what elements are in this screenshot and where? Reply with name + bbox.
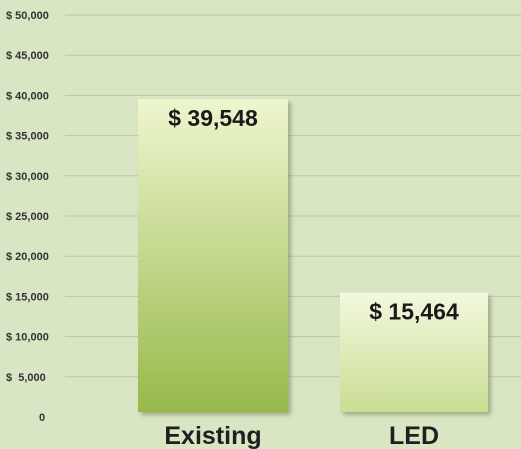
data-label-existing: $ 39,548 — [168, 105, 258, 131]
y-tick-label: $ 25,000 — [6, 211, 49, 223]
x-tick-label-existing: Existing — [164, 422, 261, 449]
y-tick-label: 0 — [39, 412, 45, 424]
y-tick-label: $ 40,000 — [6, 90, 49, 102]
bars — [138, 99, 488, 412]
x-tick-label-led: LED — [389, 422, 439, 449]
y-tick-label: $ 10,000 — [6, 332, 49, 344]
y-tick-label: $ 5,000 — [6, 372, 46, 384]
y-tick-label: $ 30,000 — [6, 171, 49, 183]
y-tick-label: $ 50,000 — [6, 10, 49, 22]
y-tick-label: $ 45,000 — [6, 50, 49, 62]
labels: $ 39,548 Existing $ 15,464 LED — [164, 105, 459, 449]
y-tick-label: $ 20,000 — [6, 251, 49, 263]
data-label-led: $ 15,464 — [369, 299, 459, 325]
y-tick-label: $ 35,000 — [6, 131, 49, 143]
y-tick-label: $ 15,000 — [6, 291, 49, 303]
y-axis-ticks: 0 $ 5,000 $ 10,000 $ 15,000 $ 20,000 $ 25,000… — [6, 10, 49, 424]
bar-existing — [138, 99, 288, 412]
bar-led — [340, 292, 488, 412]
